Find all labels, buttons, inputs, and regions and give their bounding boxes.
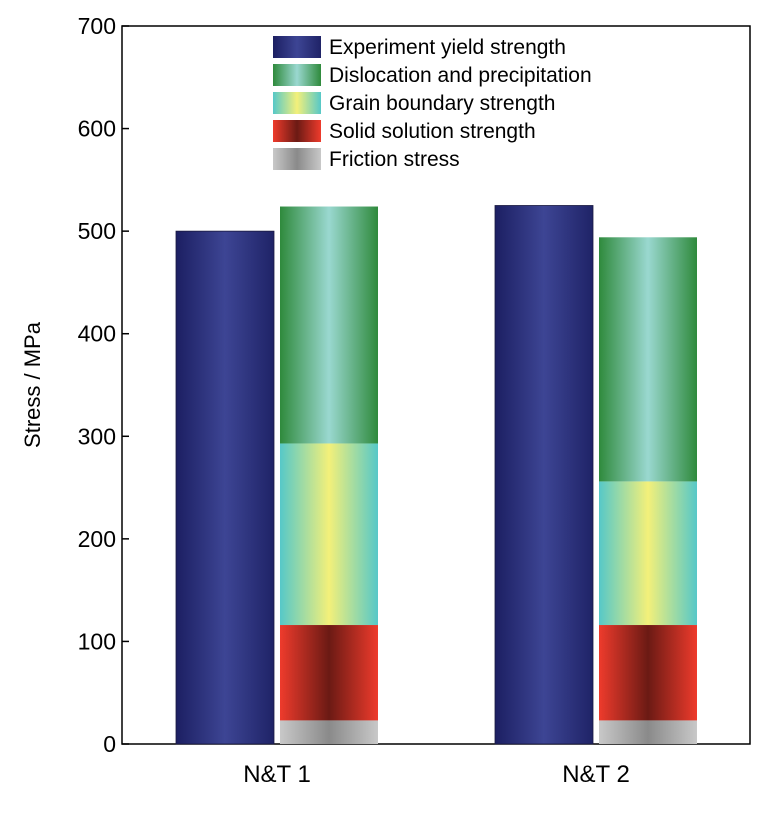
bar-segment-friction-stress — [280, 720, 378, 744]
legend-label: Solid solution strength — [329, 120, 536, 143]
y-tick-label: 100 — [78, 628, 116, 654]
bar-segment-grain-boundary-strength — [280, 443, 378, 626]
y-tick-label: 600 — [78, 116, 116, 142]
legend-swatch-dislocation-and-precipitation — [273, 64, 321, 86]
legend-label: Dislocation and precipitation — [329, 64, 592, 87]
legend-label: Experiment yield strength — [329, 36, 566, 59]
axis-layer: 0 100 200 300 400 500 600 700 — [78, 13, 129, 757]
x-tick-label: N&T 1 — [243, 761, 311, 788]
plot-frame — [121, 25, 751, 745]
bar-segment-solid-solution-strength — [280, 625, 378, 721]
y-tick-label: 400 — [78, 321, 116, 347]
legend-swatch-experiment-yield-strength — [273, 36, 321, 58]
bar-segment-dislocation-and-precipitation — [599, 237, 697, 482]
y-tick-label: 0 — [103, 731, 116, 757]
bar-experiment-yield-strength — [494, 205, 594, 745]
legend-swatch-solid-solution-strength — [273, 120, 321, 142]
y-tick-label: 300 — [78, 423, 116, 449]
y-tick-label: 700 — [78, 13, 116, 39]
legend-label: Friction stress — [329, 148, 460, 171]
y-tick-label: 200 — [78, 526, 116, 552]
legend-swatch-grain-boundary-strength — [273, 92, 321, 114]
legend-label: Grain boundary strength — [329, 92, 555, 115]
bar-segment-dislocation-and-precipitation — [280, 206, 378, 444]
y-tick-label: 500 — [78, 218, 116, 244]
y-axis-label: Stress / MPa — [20, 321, 45, 448]
bar-segment-grain-boundary-strength — [599, 481, 697, 626]
legend-swatch-friction-stress — [273, 148, 321, 170]
bar-segment-friction-stress — [599, 720, 697, 744]
legend-box — [267, 30, 647, 176]
bar-experiment-yield-strength — [175, 230, 275, 745]
legend: Experiment yield strength Dislocation and… — [267, 30, 647, 176]
x-tick-label: N&T 2 — [562, 761, 630, 788]
bar-layer: N&T 1 N&T 2 — [175, 205, 697, 788]
bar-segment-solid-solution-strength — [599, 625, 697, 721]
